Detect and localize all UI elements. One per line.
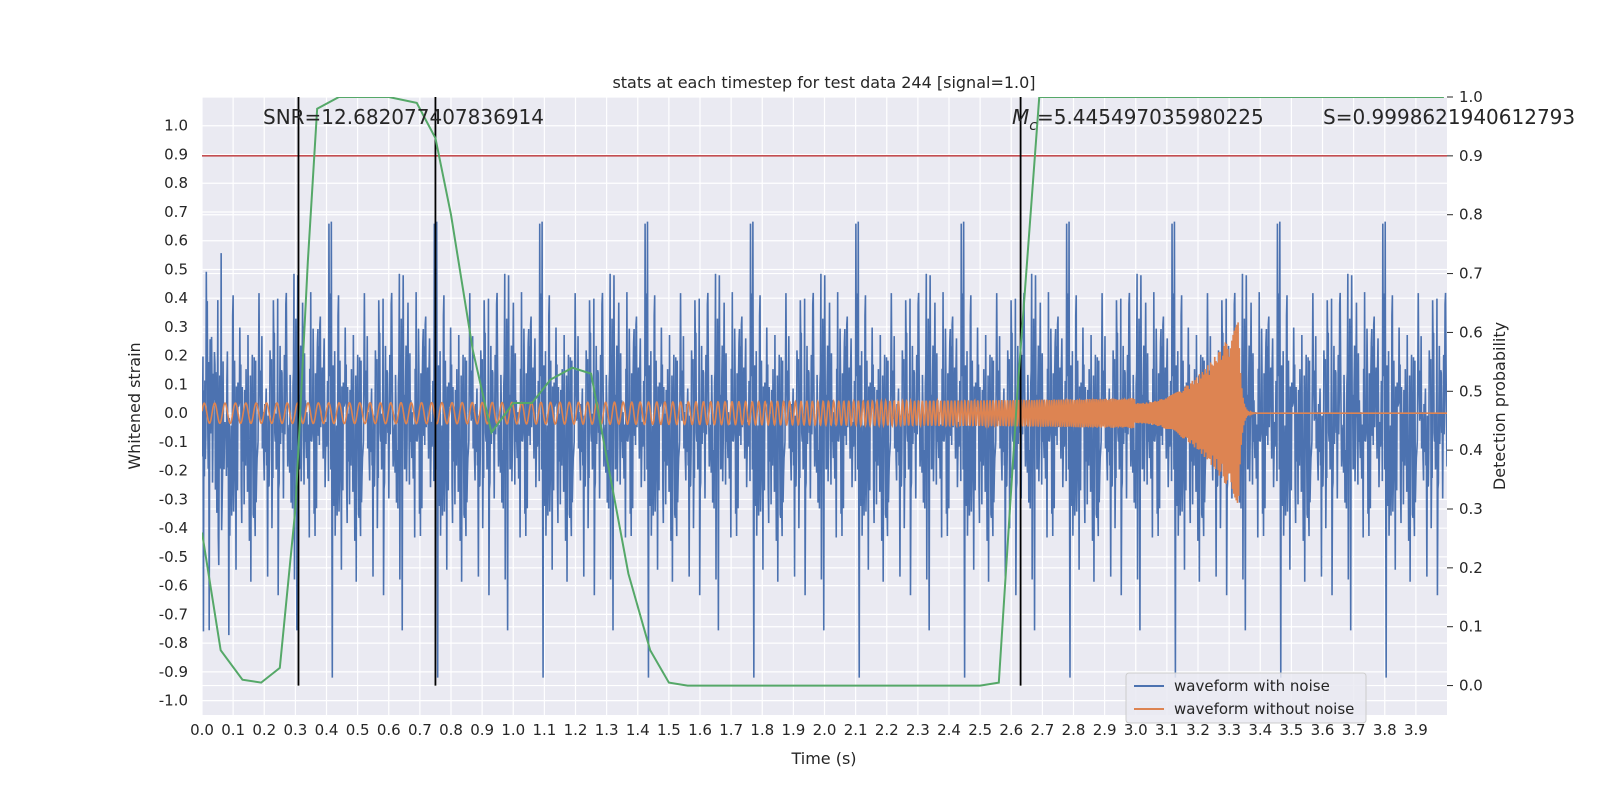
y-tick-label: 0.8 bbox=[164, 174, 188, 192]
x-tick-label: 0.6 bbox=[377, 721, 401, 739]
y-tick-label: -0.8 bbox=[159, 634, 188, 652]
x-tick-label: 3.2 bbox=[1186, 721, 1210, 739]
x-tick-label: 1.6 bbox=[688, 721, 712, 739]
x-tick-label: 2.7 bbox=[1030, 721, 1054, 739]
x-tick-label: 1.1 bbox=[532, 721, 556, 739]
x-tick-label: 2.4 bbox=[937, 721, 961, 739]
x-tick-label: 0.8 bbox=[439, 721, 463, 739]
y2-axis-label: Detection probability bbox=[1490, 322, 1509, 490]
series-waveform-without-noise bbox=[202, 322, 1447, 503]
x-tick-label: 1.2 bbox=[564, 721, 588, 739]
y-tick-label: -0.4 bbox=[159, 519, 188, 537]
y2-tick-label: 0.7 bbox=[1459, 265, 1483, 283]
vertical-markers bbox=[297, 97, 1022, 686]
y-tick-label: 0.4 bbox=[164, 289, 188, 307]
x-tick-label: 2.5 bbox=[968, 721, 992, 739]
x-tick-label: 1.5 bbox=[657, 721, 681, 739]
x-tick-label: 0.2 bbox=[252, 721, 276, 739]
x-tick-label: 3.9 bbox=[1404, 721, 1428, 739]
x-tick-label: 1.3 bbox=[595, 721, 619, 739]
y-tick-label: -0.3 bbox=[159, 490, 188, 508]
x-tick-label: 0.1 bbox=[221, 721, 245, 739]
x-tick-label: 3.6 bbox=[1311, 721, 1335, 739]
x-axis-ticks: 0.0 0.1 0.2 0.3 0.4 0.5 0.6 0.7 0.8 0.9 1.0 1.1 1.2 1… bbox=[190, 721, 1428, 739]
y2-tick-label: 0.6 bbox=[1459, 323, 1483, 341]
y-tick-label: 0.9 bbox=[164, 145, 188, 163]
x-tick-label: 1.4 bbox=[626, 721, 650, 739]
x-tick-label: 3.5 bbox=[1279, 721, 1303, 739]
y-tick-label: -1.0 bbox=[159, 692, 188, 710]
y-tick-label: -0.1 bbox=[159, 433, 188, 451]
y-axis-label: Whitened strain bbox=[125, 342, 144, 469]
legend-label-clean: waveform without noise bbox=[1174, 700, 1354, 718]
y-tick-label: -0.7 bbox=[159, 605, 188, 623]
x-tick-label: 2.2 bbox=[875, 721, 899, 739]
x-tick-label: 3.8 bbox=[1373, 721, 1397, 739]
x-tick-label: 2.8 bbox=[1062, 721, 1086, 739]
x-tick-label: 1.9 bbox=[781, 721, 805, 739]
x-tick-label: 0.4 bbox=[315, 721, 339, 739]
y2-tick-label: 0.2 bbox=[1459, 559, 1483, 577]
x-tick-label: 1.8 bbox=[750, 721, 774, 739]
y2-tick-label: 0.5 bbox=[1459, 382, 1483, 400]
series-detection-probability bbox=[202, 97, 1444, 687]
x-tick-label: 3.7 bbox=[1342, 721, 1366, 739]
y-tick-label: -0.2 bbox=[159, 462, 188, 480]
x-tick-label: 3.3 bbox=[1217, 721, 1241, 739]
s-annotation: S=0.9998621940612793 bbox=[1323, 105, 1575, 129]
x-tick-label: 0.9 bbox=[470, 721, 494, 739]
x-tick-label: 3.4 bbox=[1248, 721, 1272, 739]
y-tick-label: 0.5 bbox=[164, 260, 188, 278]
chart-title: stats at each timestep for test data 244… bbox=[612, 73, 1035, 92]
y-tick-label: 1.0 bbox=[164, 117, 188, 135]
y-axis-ticks: 1.0 0.9 0.8 0.7 0.6 0.5 0.4 0.3 0.2 0.1 0.0 -0.1 -0.… bbox=[159, 117, 188, 710]
probability-line bbox=[202, 97, 1444, 687]
x-tick-label: 2.6 bbox=[999, 721, 1023, 739]
y2-tick-label: 1.0 bbox=[1459, 88, 1483, 106]
mc-annotation: Mc=5.445497035980225 bbox=[1012, 105, 1264, 134]
mc-value: =5.445497035980225 bbox=[1037, 105, 1264, 129]
x-tick-label: 1.7 bbox=[719, 721, 743, 739]
y2-tick-label: 0.3 bbox=[1459, 500, 1483, 518]
legend-label-noise: waveform with noise bbox=[1174, 677, 1330, 695]
x-tick-label: 3.1 bbox=[1155, 721, 1179, 739]
y-tick-label: 0.2 bbox=[164, 347, 188, 365]
x-tick-label: 2.1 bbox=[844, 721, 868, 739]
y-tick-label: -0.6 bbox=[159, 577, 188, 595]
y-tick-label: -0.9 bbox=[159, 663, 188, 681]
x-tick-label: 2.0 bbox=[813, 721, 837, 739]
x-tick-label: 1.0 bbox=[501, 721, 525, 739]
x-tick-label: 0.3 bbox=[283, 721, 307, 739]
legend-box bbox=[1125, 672, 1367, 724]
y2-axis-ticks: 1.0 0.9 0.8 0.7 0.6 0.5 0.4 0.3 0.2 0.1 0.0 bbox=[1447, 88, 1483, 695]
y-tick-label: 0.1 bbox=[164, 375, 188, 393]
y-tick-label: 0.3 bbox=[164, 318, 188, 336]
mc-symbol: M bbox=[1012, 105, 1029, 129]
x-tick-label: 2.9 bbox=[1093, 721, 1117, 739]
y-tick-label: 0.6 bbox=[164, 232, 188, 250]
legend: waveform with noise waveform without noi… bbox=[1125, 672, 1367, 724]
x-tick-label: 3.0 bbox=[1124, 721, 1148, 739]
y2-tick-label: 0.1 bbox=[1459, 618, 1483, 636]
y-tick-label: -0.5 bbox=[159, 548, 188, 566]
x-tick-label: 0.7 bbox=[408, 721, 432, 739]
x-tick-label: 0.0 bbox=[190, 721, 214, 739]
x-axis-label: Time (s) bbox=[790, 749, 856, 768]
clean-waveform-line bbox=[202, 322, 1447, 503]
snr-annotation: SNR=12.682077407836914 bbox=[263, 105, 544, 129]
x-tick-label: 0.5 bbox=[346, 721, 370, 739]
x-tick-label: 2.3 bbox=[906, 721, 930, 739]
y-tick-label: 0.7 bbox=[164, 203, 188, 221]
y-tick-label: 0.0 bbox=[164, 404, 188, 422]
y2-tick-label: 0.0 bbox=[1459, 677, 1483, 695]
y2-tick-label: 0.4 bbox=[1459, 441, 1483, 459]
mc-subscript: c bbox=[1029, 118, 1037, 134]
y2-tick-label: 0.9 bbox=[1459, 147, 1483, 165]
y2-tick-label: 0.8 bbox=[1459, 206, 1483, 224]
